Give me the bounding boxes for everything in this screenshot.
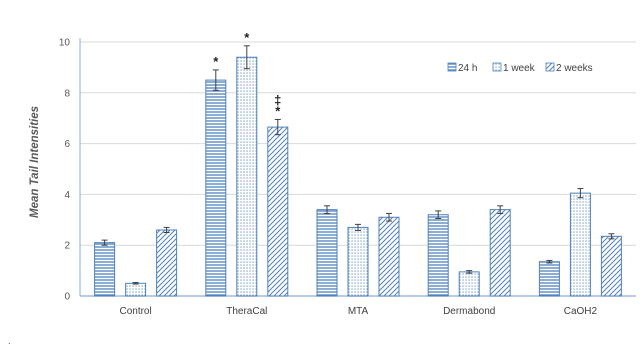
y-tick-label: 6 (64, 139, 70, 150)
bar-dermabond-1-week (458, 271, 480, 297)
bar-control-2-weeks (156, 229, 178, 297)
bars (94, 56, 622, 297)
bar-theracal-2-weeks (267, 126, 289, 297)
legend-label: 1 week (503, 63, 536, 74)
bar-control-24-h (94, 242, 116, 297)
bar-caoh2-24-h (538, 261, 560, 297)
x-tick-label: Control (119, 306, 151, 317)
bar-dermabond-24-h (427, 214, 449, 297)
significance-marker: * (244, 30, 250, 45)
legend-swatch (492, 62, 502, 72)
bar-dermabond-2-weeks (489, 209, 511, 297)
bar-mta-24-h (316, 209, 338, 297)
bar-control-1-week (125, 282, 147, 297)
legend-label: 24 h (458, 63, 477, 74)
error-bars (101, 45, 615, 285)
y-tick-label: 8 (64, 88, 70, 99)
legend-swatch (447, 62, 457, 72)
bar-mta-1-week (347, 226, 369, 297)
legend: 24 h 1 week 2 weeks (447, 62, 593, 74)
significance-marker: * (275, 103, 281, 118)
y-tick-label: 4 (64, 190, 70, 201)
y-tick-label: 10 (59, 38, 71, 49)
significance-marker: ‡ (274, 92, 281, 107)
y-tick-label: 0 (64, 292, 70, 303)
x-tick-label: TheraCal (226, 306, 267, 317)
bar-caoh2-2-weeks (600, 235, 622, 297)
gridlines (80, 41, 636, 246)
x-tick-label: Dermabond (443, 306, 495, 317)
bar-theracal-1-week (236, 56, 258, 297)
x-tick-label: MTA (348, 306, 369, 317)
labels: 0 2 4 6 8 10 Control TheraCal MTA Dermabond CaOH2 *… (59, 30, 598, 317)
footnote-mark: . (8, 336, 11, 347)
significance-marker: * (213, 54, 219, 69)
bar-theracal-24-h (205, 79, 227, 297)
x-tick-label: CaOH2 (564, 306, 598, 317)
bar-caoh2-1-week (569, 192, 591, 297)
legend-swatch (545, 62, 555, 72)
y-axis-title: Mean Tail Intensities (29, 106, 41, 218)
legend-label: 2 weeks (556, 63, 593, 74)
bar-mta-2-weeks (378, 216, 400, 297)
y-tick-label: 2 (64, 241, 70, 252)
